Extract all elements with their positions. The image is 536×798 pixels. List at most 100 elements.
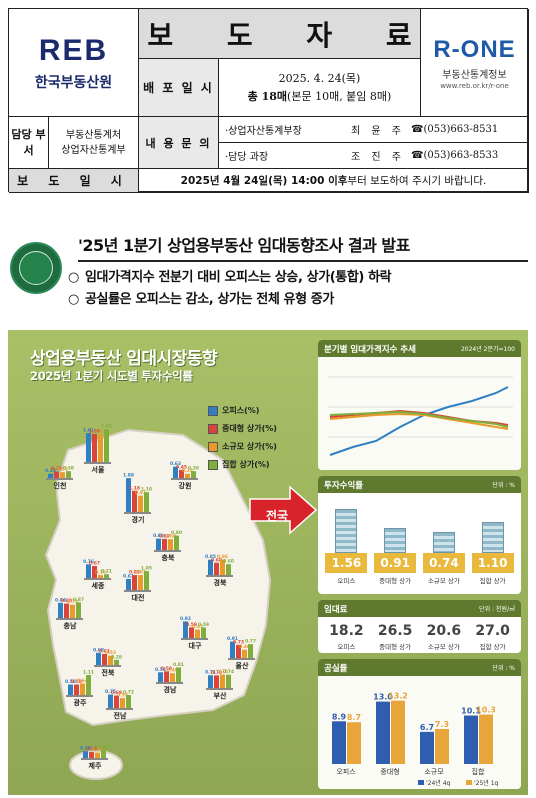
region-bar: [132, 490, 137, 512]
region-label: 충남: [64, 621, 77, 630]
region-label: 세종: [92, 581, 105, 590]
region-bar: [230, 641, 235, 658]
region-data-label: 0.24: [45, 468, 56, 474]
region-bar: [179, 469, 184, 478]
dept-value: 부동산통계처 상업자산통계부: [49, 117, 139, 169]
rent-panel: 임대료 단위 : 천원/㎡ 18.2 오피스 26.5 중대형 상가 20.6 소규모 …: [318, 600, 521, 653]
region-bar: [156, 538, 161, 550]
region-data-label: 0.47: [192, 624, 203, 630]
region-data-label: 0.59: [161, 666, 172, 672]
panel-title: 투자수익률: [324, 480, 364, 491]
region-data-label: 0.64: [77, 678, 88, 684]
region-bar: [102, 654, 107, 665]
distribution-info: 2025. 4. 24(목) 총 18매(본문 10매, 붙임 8매): [219, 59, 421, 117]
vacancy-legend-swatch: [418, 780, 424, 785]
region-bar: [86, 675, 91, 695]
rent-label: 오피스: [337, 643, 356, 651]
region-data-label: 0.16: [95, 570, 106, 576]
vacancy-panel: 공실률 단위 : % 8.9 8.7 오피스 13.0 13.2 중대형 6.7 7.3 소규모 1…: [318, 659, 521, 789]
korea-map-svg: 0.240.350.320.38인천1.611.561.521.82서울0.63…: [44, 424, 272, 780]
region-bar: [54, 471, 59, 478]
region-bar: [104, 429, 109, 462]
region-bar: [108, 694, 113, 708]
region-data-label: 0.38: [188, 466, 199, 472]
region-label: 인천: [54, 481, 67, 490]
region-label: 경남: [164, 685, 177, 694]
reb-logo: REB 한국부동산원: [9, 9, 139, 117]
release-label: 보 도 일 시: [9, 169, 139, 193]
vacancy-data-label: 10.3: [476, 706, 496, 715]
release-info: 2025년 4월 24일(목) 14:00 이후 부터 보도하여 주시기 바랍니다…: [139, 169, 529, 193]
vacancy-bar: [464, 715, 478, 764]
vacancy-category-label: 오피스: [336, 767, 356, 776]
region-cluster: 0.710.700.750.74 부산: [205, 669, 234, 700]
region-label: 경기: [132, 515, 145, 524]
legend-label: 소규모 상가(%): [222, 442, 277, 451]
region-label: 부산: [214, 691, 227, 700]
region-data-label: 0.45: [176, 464, 187, 470]
rent-label: 소규모 상가: [427, 643, 460, 651]
region-data-label: 0.87: [73, 597, 84, 603]
vacancy-category-label: 중대형: [380, 768, 399, 776]
region-bar: [132, 575, 137, 590]
contact-row: ·담당 과장 조 진 주 ☎(053)663-8533: [219, 143, 529, 169]
region-bar: [86, 433, 91, 462]
region-data-label: 0.21: [101, 569, 112, 575]
r-one-logo: R-ONE 부동산통계정보 www.reb.or.kr/r-one: [421, 9, 529, 117]
region-data-label: 0.58: [71, 679, 82, 685]
region-label: 서울: [92, 465, 105, 474]
vacancy-bar: [420, 731, 434, 764]
region-data-label: 0.60: [223, 559, 234, 565]
region-data-label: 0.85: [205, 554, 216, 560]
region-bar: [108, 655, 113, 665]
contact-phone: ☎(053)663-8533: [411, 150, 499, 161]
region-data-label: 0.61: [99, 649, 110, 655]
region-cluster: 1.88 1.180.911.10 경기: [123, 473, 152, 524]
r-one-url: www.reb.or.kr/r-one: [440, 81, 509, 90]
region-data-label: 0.68: [93, 647, 104, 653]
region-label: 강원: [179, 481, 192, 490]
region-data-label: 0.59: [198, 622, 209, 628]
return-label: 소규모 상가: [427, 577, 460, 585]
rent-label: 집합 상가: [479, 643, 506, 651]
vacancy-bar: [347, 722, 361, 764]
region-bar: [126, 478, 131, 512]
region-data-label: 1.61: [83, 428, 94, 434]
return-label: 오피스: [337, 577, 356, 585]
region-data-label: 0.61: [123, 574, 134, 580]
region-data-label: 0.33: [86, 747, 97, 753]
region-bar: [126, 695, 131, 708]
region-data-label: 0.86: [217, 554, 228, 560]
region-data-label: 0.92: [180, 616, 191, 622]
region-bar: [138, 575, 143, 590]
r-one-subtitle: 부동산통계정보: [442, 69, 507, 81]
return-value: 0.74: [422, 553, 465, 573]
panel-unit: 단위 : 천원/㎡: [479, 606, 515, 613]
region-data-label: 1.56: [89, 428, 100, 434]
region-data-label: 0.38: [63, 466, 74, 472]
region-data-label: 0.38: [80, 746, 91, 752]
dept-name-2: 상업자산통계부: [61, 144, 126, 156]
region-bar: [120, 698, 125, 708]
panel-unit: 단위 : %: [492, 665, 515, 672]
contact-role: ·담당 과장: [225, 152, 269, 163]
region-bar: [158, 672, 163, 682]
region-bar: [144, 571, 149, 590]
region-cluster: 0.610.830.831.05 대전: [123, 566, 152, 602]
panel-note: 2024년 2분기=100: [460, 346, 515, 353]
panel-title: 임대료: [324, 604, 348, 615]
vacancy-data-label: 13.0: [373, 693, 393, 702]
contact-phone: ☎(053)663-8531: [411, 124, 499, 135]
region-cluster: 0.910.730.460.77 울산: [227, 636, 256, 670]
headline-bullet: 공실률은 오피스는 감소, 상가는 전체 유형 증가: [68, 288, 334, 307]
distribution-label: 배 포 일 시: [139, 59, 219, 117]
region-label: 전남: [114, 711, 127, 720]
map-legend: 오피스(%) 중대형 상가(%) 소규모 상가(%) 집합 상가(%): [208, 405, 277, 477]
region-data-label: 0.74: [67, 599, 78, 605]
region-data-label: 0.24: [182, 468, 193, 474]
legend-item: 중대형 상가(%): [208, 423, 277, 434]
region-data-label: 0.58: [65, 679, 76, 685]
region-data-label: 1.52: [95, 429, 106, 435]
region-data-label: 0.80: [61, 598, 72, 604]
infographic-title: 상업용부동산 임대시장동향: [30, 349, 218, 369]
